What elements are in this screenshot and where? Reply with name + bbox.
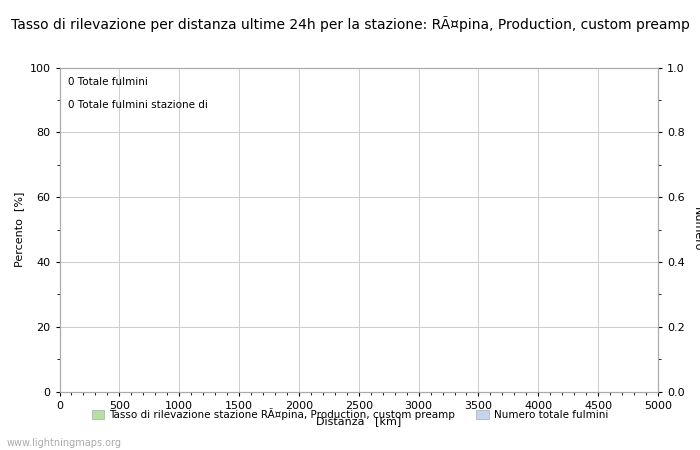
Text: Tasso di rilevazione per distanza ultime 24h per la stazione: RÃ¤pina, Productio: Tasso di rilevazione per distanza ultime…	[10, 16, 690, 32]
Text: 0 Totale fulmini: 0 Totale fulmini	[69, 77, 148, 87]
Legend: Tasso di rilevazione stazione RÃ¤pina, Production, custom preamp, Numero totale : Tasso di rilevazione stazione RÃ¤pina, P…	[88, 404, 612, 424]
Y-axis label: Numero: Numero	[692, 207, 700, 252]
Text: 0 Totale fulmini stazione di: 0 Totale fulmini stazione di	[69, 100, 209, 110]
Y-axis label: Percento  [%]: Percento [%]	[14, 192, 24, 267]
X-axis label: Distanza   [km]: Distanza [km]	[316, 416, 401, 426]
Text: www.lightningmaps.org: www.lightningmaps.org	[7, 438, 122, 448]
